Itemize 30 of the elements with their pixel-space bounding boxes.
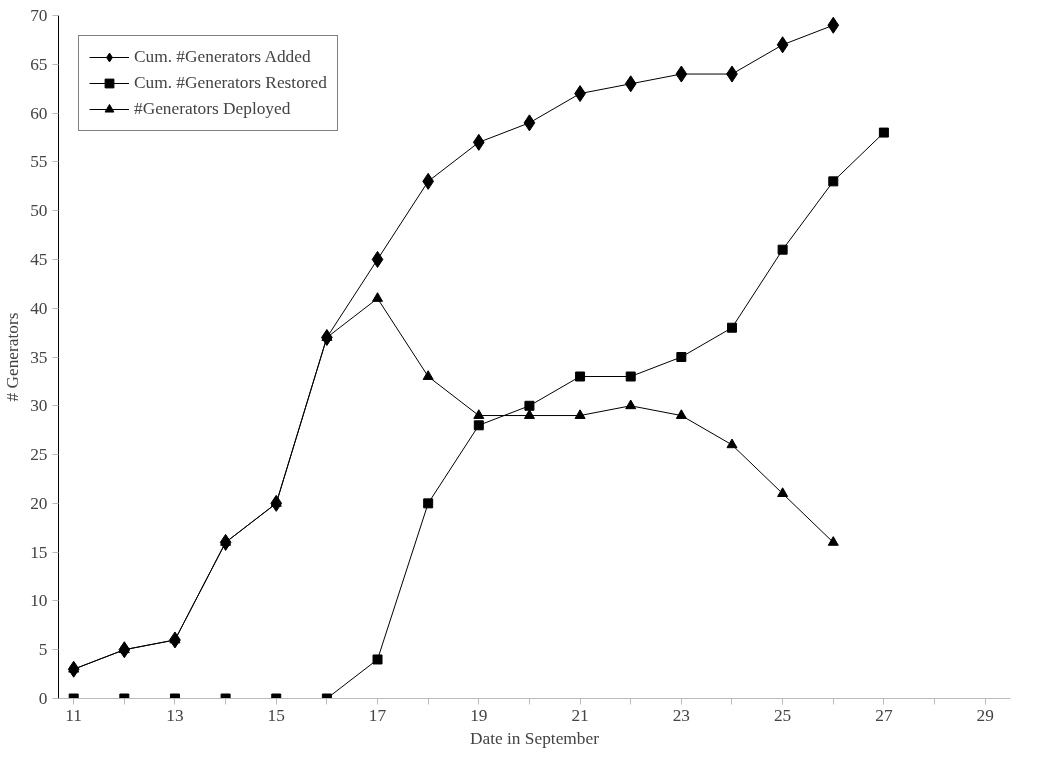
legend-label: Cum. #Generators Added	[134, 47, 311, 67]
x-tick-label: 25	[773, 705, 792, 725]
x-tick-label: 13	[166, 705, 184, 725]
y-tick-label: 0	[38, 689, 48, 708]
y-tick-label: 30	[30, 396, 48, 416]
y-tick-label: 60	[30, 103, 48, 123]
y-tick-label: 65	[30, 54, 48, 74]
x-tick-label: 15	[267, 705, 285, 725]
y-tick-label: 55	[30, 152, 48, 172]
y-tick-label: 25	[30, 445, 48, 465]
y-tick-label: 35	[30, 347, 48, 367]
x-tick-label: 21	[571, 705, 589, 725]
x-tick-label: 11	[65, 705, 83, 725]
x-tick-label: 27	[875, 705, 893, 725]
y-tick-label: 10	[30, 591, 48, 611]
legend-label: #Generators Deployed	[134, 99, 291, 119]
y-tick-label: 50	[30, 201, 48, 221]
y-tick-label: 40	[30, 298, 48, 318]
x-tick-label: 23	[672, 705, 691, 725]
y-tick-label: 5	[38, 640, 48, 660]
y-tick-label: 45	[30, 249, 48, 269]
y-tick-label: 15	[30, 542, 48, 562]
x-tick-label: 17	[368, 705, 387, 725]
legend-label: Cum. #Generators Restored	[134, 73, 327, 93]
x-axis-title: Date in September	[470, 728, 600, 748]
x-tick-label: 19	[470, 705, 488, 725]
y-tick-label: 20	[30, 493, 48, 513]
y-axis-title: # Generators	[3, 312, 23, 402]
x-tick-label: 29	[976, 705, 994, 725]
y-tick-label: 70	[30, 6, 48, 25]
